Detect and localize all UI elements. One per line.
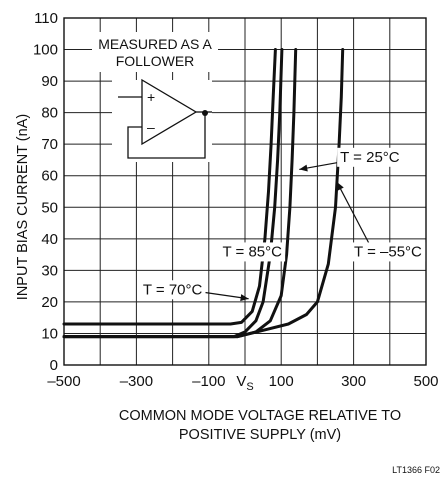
y-axis-label: INPUT BIAS CURRENT (nA) <box>15 114 31 300</box>
arrow-head-icon <box>299 164 308 172</box>
series-line <box>62 48 345 339</box>
y-tick-label: 30 <box>41 262 58 279</box>
x-tick-label: 100 <box>269 373 294 390</box>
inset-schematic: MEASURED AS A FOLLOWER + – <box>92 32 218 162</box>
arrow-head-icon <box>336 182 344 191</box>
opamp-minus-icon: – <box>147 119 155 135</box>
opamp-triangle-icon <box>141 78 198 146</box>
y-tick-label: 100 <box>33 42 58 59</box>
annotations: T = 85°C T = 70°C T = 25°C T = –55°C <box>139 147 426 302</box>
opamp-plus-icon: + <box>147 89 155 105</box>
y-tick-label: 90 <box>41 73 58 90</box>
y-tick-label: 10 <box>41 325 58 342</box>
figure-id: LT1366 F02 <box>392 465 440 475</box>
annotation-background <box>351 242 426 262</box>
axes-labels: INPUT BIAS CURRENT (nA) COMMON MODE VOLT… <box>15 114 440 475</box>
series-annotation: T = –55°C <box>354 243 422 260</box>
inset-label-line1: MEASURED AS A <box>98 36 212 52</box>
series-annotation: T = 85°C <box>222 243 282 260</box>
feedback-loop-line <box>127 113 206 159</box>
x-tick-label: 500 <box>413 373 438 390</box>
series-line <box>62 48 284 339</box>
x-axis-label-line1: COMMON MODE VOLTAGE RELATIVE TO <box>119 408 401 424</box>
y-tick-label: 110 <box>34 10 58 27</box>
y-tick-label: 70 <box>41 136 58 153</box>
inset-schematic-background <box>112 80 212 162</box>
series-annotation: T = 25°C <box>340 149 400 166</box>
annotation-leader <box>336 181 371 246</box>
x-tick-label: –500 <box>47 373 80 390</box>
y-tick-label: 20 <box>41 294 58 311</box>
annotation-background <box>219 242 286 262</box>
x-tick-label: –300 <box>120 373 153 390</box>
arrow-head-icon <box>240 294 249 302</box>
inset-label-background <box>92 32 218 72</box>
y-tick-label: 60 <box>41 168 58 185</box>
annotation-background <box>337 147 403 167</box>
x-tick-label: 300 <box>341 373 366 390</box>
y-tick-label: 50 <box>41 199 58 216</box>
y-tick-label: 80 <box>41 105 58 122</box>
curves <box>62 48 345 339</box>
x-axis-label-line2: POSITIVE SUPPLY (mV) <box>179 427 341 443</box>
y-tick-label: 40 <box>41 231 58 248</box>
inset-label-line2: FOLLOWER <box>116 53 195 69</box>
plot-area <box>63 17 427 366</box>
annotation-background <box>139 280 206 300</box>
x-tick-label: VS <box>236 373 253 393</box>
series-annotation: T = 70°C <box>143 281 203 298</box>
x-tick-label: –100 <box>192 373 225 390</box>
y-tick-label: 0 <box>50 357 58 374</box>
series-line <box>62 48 277 326</box>
